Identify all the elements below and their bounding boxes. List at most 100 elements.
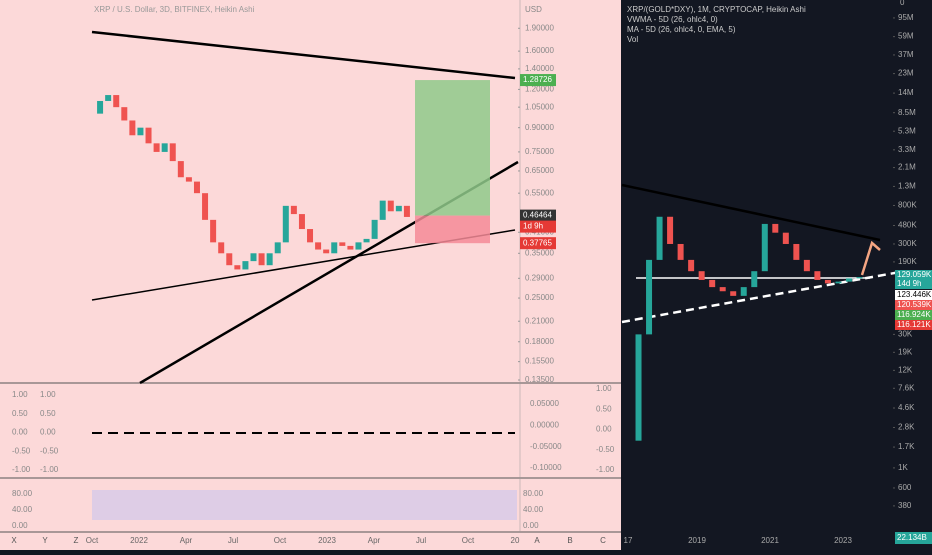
y-tick-label: 37M [898, 50, 914, 59]
osc-label: 0.00000 [530, 420, 559, 429]
target-tag-bg [520, 74, 556, 87]
x-tick-label: Oct [462, 536, 475, 545]
target-tag: 1.28726 [523, 75, 552, 84]
candle [323, 249, 330, 254]
volume-tag: 22.134B [897, 533, 927, 542]
y-tick-label: 7.6K [898, 383, 915, 392]
x-tick-label: Apr [368, 536, 381, 545]
y-tick-label: 5.3M [898, 126, 916, 135]
y-tick-label: 1.90000 [525, 23, 554, 32]
candle [698, 271, 705, 280]
y-tick-label: 4.6K [898, 403, 915, 412]
y-tick-label: 14M [898, 88, 914, 97]
chart-title: XRP / U.S. Dollar, 3D, BITFINEX, Heikin … [94, 5, 255, 14]
y-tick-label: 2.1M [898, 163, 916, 172]
y-tick-label: 1.3M [898, 182, 916, 191]
currency-label: USD [525, 5, 542, 14]
price-tag-bg [895, 310, 932, 320]
price-tag-bg [895, 320, 932, 330]
candle [835, 281, 842, 284]
candle [856, 277, 863, 279]
y-tick-label: 0.90000 [525, 123, 554, 132]
candle [635, 334, 642, 441]
candle [403, 205, 410, 217]
y-tick-label: 23M [898, 69, 914, 78]
candle [395, 205, 402, 212]
osc-label: -0.50 [12, 446, 31, 455]
candle [185, 177, 192, 182]
candle [282, 205, 289, 243]
profit-zone [415, 80, 490, 216]
candle [740, 287, 747, 296]
candle [97, 100, 104, 114]
y-tick-label: 0.18000 [525, 337, 554, 346]
candle [137, 127, 144, 136]
legend-text: VWMA - 5D (26, ohlc4, 0) [627, 15, 718, 24]
candle [169, 143, 176, 162]
x-tick-label: Oct [274, 536, 287, 545]
osc-label: -1.00 [596, 465, 615, 474]
osc-label: -0.50 [596, 445, 615, 454]
osc-label: 80.00 [523, 489, 544, 498]
trendline [621, 270, 901, 324]
last-tag-bg [520, 209, 556, 222]
countdown-bg [895, 279, 932, 289]
trendline [91, 30, 516, 80]
candle [719, 287, 726, 292]
y-tick-label: 0.21000 [525, 316, 554, 325]
candle [677, 243, 684, 260]
y-tick-label: 480K [898, 221, 917, 230]
candle [307, 229, 314, 243]
candle [258, 253, 265, 266]
legend-text: Vol [627, 35, 638, 44]
y-tick-label: 2.8K [898, 423, 915, 432]
y-tick-label: 30K [898, 329, 913, 338]
candle [121, 107, 128, 121]
candle [129, 120, 136, 136]
y-tick-label: 0.15500 [525, 357, 554, 366]
osc-label: 0.00 [523, 521, 539, 530]
stoch-band [92, 490, 517, 520]
osc-label: 0.00 [12, 521, 28, 530]
osc-label: -0.50 [40, 446, 59, 455]
loss-zone [415, 215, 490, 244]
toolbar-letter: A [534, 536, 540, 545]
price-tag: 116.121K [897, 320, 931, 329]
stop-tag: 0.37765 [523, 238, 552, 247]
legend-text: MA - 5D (26, ohlc4, 0, EMA, 5) [627, 25, 736, 34]
x-tick-label: 2022 [130, 536, 148, 545]
candle [793, 243, 800, 260]
legend-text: XRP/(GOLD*DXY), 1M, CRYPTOCAP, Heikin As… [627, 5, 806, 14]
osc-label: 0.05000 [530, 399, 559, 408]
y-tick-label: 3.3M [898, 145, 916, 154]
osc-label: 0.00 [596, 425, 612, 434]
candle [363, 238, 370, 243]
candle [113, 95, 120, 108]
y-tick-label: 59M [898, 32, 914, 41]
price-tag: 116.924K [897, 310, 931, 319]
y-tick-label: 1.60000 [525, 46, 554, 55]
candle [210, 219, 217, 243]
y-tick-label: 0.25000 [525, 293, 554, 302]
x-tick-label: 2023 [834, 536, 852, 545]
candle [347, 245, 354, 250]
candle [845, 278, 852, 282]
y-tick-label: 0.29000 [525, 273, 554, 282]
candle [379, 200, 386, 220]
candle [331, 242, 338, 254]
toolbar-letter: Z [74, 536, 79, 545]
candle [274, 242, 281, 254]
y-tick-label: 1.40000 [525, 64, 554, 73]
y-tick-label: 0.13500 [525, 375, 554, 384]
osc-label: 1.00 [596, 384, 612, 393]
candle [646, 259, 653, 335]
candle [688, 259, 695, 272]
candle [803, 259, 810, 272]
y-tick-label: 1.05000 [525, 102, 554, 111]
osc-label: -1.00 [12, 465, 31, 474]
price-tag-bg [895, 270, 932, 280]
candle [824, 279, 831, 284]
x-tick-label: 2021 [761, 536, 779, 545]
osc-label: 0.00 [12, 428, 28, 437]
